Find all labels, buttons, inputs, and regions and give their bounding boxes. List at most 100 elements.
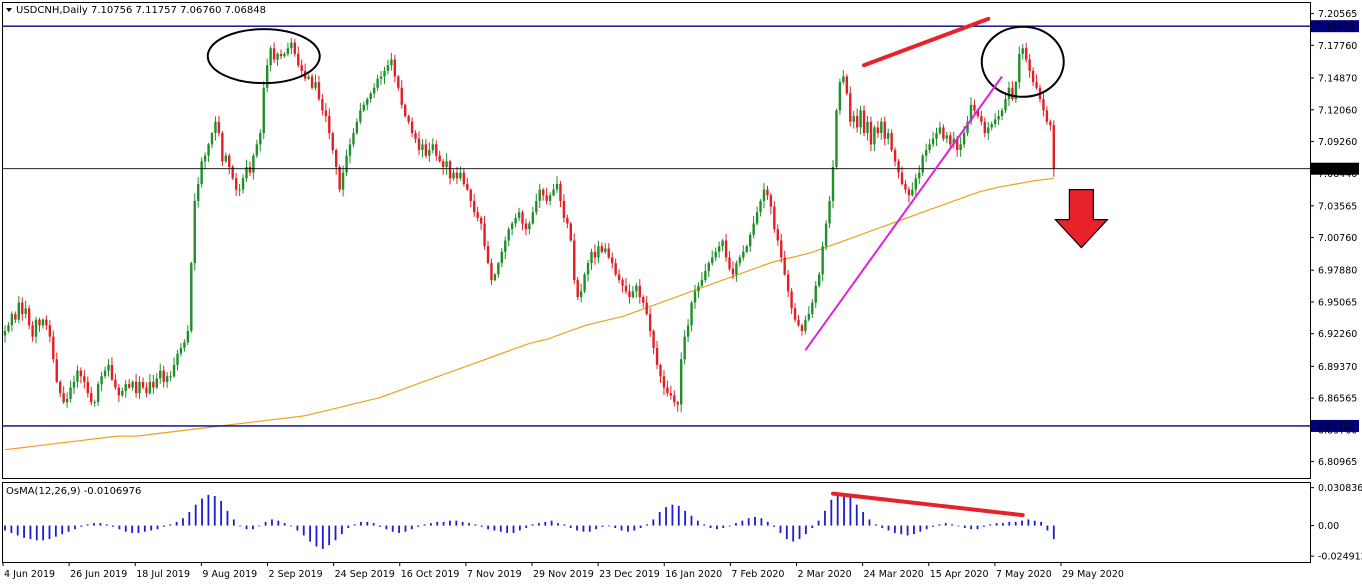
candle-body <box>783 257 786 275</box>
candle <box>404 103 407 118</box>
candle-body <box>38 319 41 326</box>
candle-body <box>887 133 890 139</box>
candle <box>435 140 438 161</box>
osma-bar <box>957 525 960 527</box>
candle-body <box>652 330 655 348</box>
candle <box>780 233 783 263</box>
time-tick-label: 29 May 2020 <box>1062 569 1124 580</box>
candle-body <box>21 302 24 315</box>
candle-body <box>455 172 459 179</box>
candle <box>473 194 476 217</box>
candle-body <box>559 183 562 201</box>
candle-body <box>776 229 779 241</box>
candle <box>531 206 535 225</box>
osma-bar <box>220 500 223 526</box>
osma-bar <box>277 520 280 526</box>
candle <box>193 193 196 271</box>
candle <box>48 320 52 343</box>
candle-body <box>866 121 869 134</box>
candle <box>152 374 155 394</box>
candle <box>224 152 227 164</box>
candle-body <box>286 48 290 54</box>
candle <box>417 131 421 156</box>
osma-bar <box>830 499 833 526</box>
candle-body <box>510 223 514 230</box>
osma-bar <box>741 520 744 526</box>
candle <box>155 373 158 390</box>
candle <box>234 173 238 197</box>
candle-body <box>931 138 935 145</box>
candle-body <box>569 223 572 241</box>
candle-body <box>956 138 959 151</box>
osma-bar <box>557 523 559 526</box>
candle <box>490 258 493 285</box>
candle <box>203 152 207 170</box>
osma-bar <box>29 525 32 540</box>
candles-layer[interactable] <box>3 37 1055 413</box>
candle <box>455 167 459 184</box>
candle-body <box>697 285 700 292</box>
candle <box>93 399 96 407</box>
candle <box>210 131 214 149</box>
candle-body <box>490 263 493 281</box>
candle <box>186 324 190 346</box>
candle <box>918 165 921 184</box>
candle <box>1031 67 1035 87</box>
candle-body <box>452 172 455 179</box>
candle <box>797 314 800 327</box>
candle-body <box>562 200 566 218</box>
candle-body <box>862 110 866 134</box>
candle-body <box>10 314 14 326</box>
osma-bar <box>1021 520 1023 526</box>
candle-body <box>849 93 852 122</box>
candle-body <box>838 82 842 111</box>
candle <box>3 325 7 343</box>
candle-body <box>900 172 904 184</box>
candle-body <box>604 248 607 252</box>
osma-bar <box>652 519 655 526</box>
candle-body <box>762 189 766 201</box>
candle-body <box>897 161 900 173</box>
candle <box>707 260 710 277</box>
osma-bar <box>671 504 674 526</box>
candle-body <box>55 359 58 382</box>
candle-body <box>818 274 821 286</box>
candle <box>38 317 41 332</box>
symbol-menu-icon[interactable] <box>6 8 12 12</box>
candle <box>162 365 165 388</box>
candle-body <box>983 121 986 134</box>
candle <box>586 259 590 282</box>
candle <box>776 224 779 246</box>
candle-body <box>700 280 704 286</box>
candle-body <box>272 48 276 60</box>
candle-body <box>186 330 190 343</box>
candle <box>183 339 186 352</box>
candle-body <box>831 166 835 201</box>
candle <box>676 400 679 412</box>
candle-body <box>952 138 955 145</box>
candle <box>524 218 528 236</box>
osma-bar <box>258 525 261 527</box>
candle <box>942 124 945 142</box>
candle-body <box>990 124 993 128</box>
candle-body <box>683 336 686 360</box>
osma-bar <box>963 525 966 529</box>
candle <box>331 131 334 154</box>
candle <box>1035 74 1038 90</box>
candle-body <box>669 393 673 396</box>
osma-bar <box>213 496 216 526</box>
osma-bar <box>16 525 19 536</box>
top-circle-2019 <box>206 28 321 85</box>
candle <box>24 300 27 319</box>
candle-body <box>859 110 862 128</box>
candle <box>207 142 210 162</box>
candle <box>604 243 607 254</box>
candle-body <box>766 189 769 196</box>
candle <box>1011 81 1014 101</box>
candle-body <box>238 189 241 191</box>
candle-body <box>942 127 945 139</box>
candle-body <box>731 268 735 275</box>
candle-body <box>804 319 807 331</box>
osma-tick-label: 0.0308365 <box>1318 483 1362 494</box>
